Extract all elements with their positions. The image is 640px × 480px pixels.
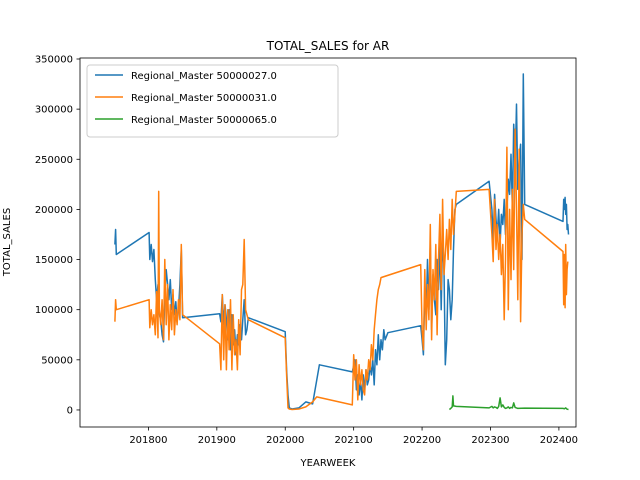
x-tick-label: 202100 xyxy=(335,435,373,446)
x-tick-label: 202000 xyxy=(266,435,304,446)
series-line-3 xyxy=(448,395,569,411)
x-tick-label: 201900 xyxy=(198,435,236,446)
y-axis-title: TOTAL_SALES xyxy=(2,208,13,277)
y-tick-label: 0 xyxy=(67,405,73,416)
y-tick-label: 250000 xyxy=(35,155,73,166)
y-tick-label: 150000 xyxy=(35,255,73,266)
plot-area-frame xyxy=(79,57,577,428)
chart-title: TOTAL_SALES for AR xyxy=(266,39,390,53)
y-tick-label: 350000 xyxy=(35,55,73,66)
legend-label: Regional_Master 50000065.0 xyxy=(131,115,277,126)
x-tick-label: 202400 xyxy=(540,435,578,446)
y-axis: 0 50000 100000 150000 200000 250000 300000 3500… xyxy=(35,55,80,416)
y-tick-label: 50000 xyxy=(41,355,73,366)
y-tick-label: 300000 xyxy=(35,105,73,116)
y-tick-label: 100000 xyxy=(35,305,73,316)
series-line-2 xyxy=(114,128,569,411)
x-tick-label: 202300 xyxy=(471,435,509,446)
y-tick-label: 200000 xyxy=(35,205,73,216)
x-tick-label: 201800 xyxy=(129,435,167,446)
x-axis-title: YEARWEEK xyxy=(300,458,356,469)
x-tick-label: 202200 xyxy=(403,435,441,446)
x-axis: 201800 201900 202000 202100 202200 202300 2024… xyxy=(129,427,578,446)
legend-frame xyxy=(86,64,339,138)
legend-label: Regional_Master 50000027.0 xyxy=(131,71,277,82)
series-layer xyxy=(114,73,570,411)
legend: Regional_Master 50000027.0 Regional_Maste… xyxy=(86,64,339,138)
legend-label: Regional_Master 50000031.0 xyxy=(131,93,277,104)
